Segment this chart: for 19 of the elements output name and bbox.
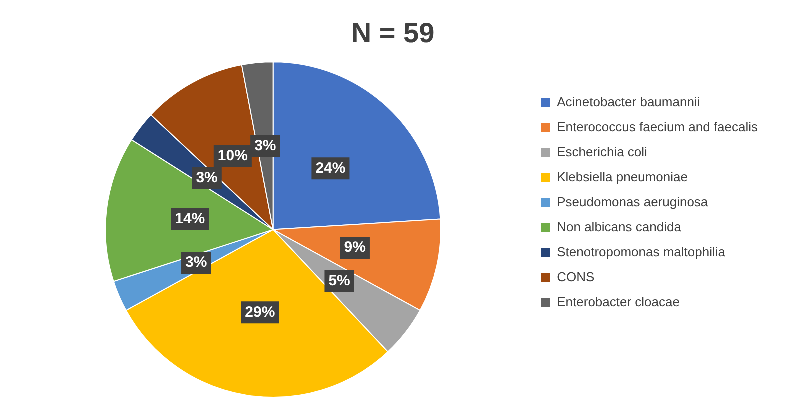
- legend-label: Stenotropomonas maltophilia: [557, 244, 726, 260]
- legend-label: Escherichia coli: [557, 144, 648, 160]
- legend-label: Klebsiella pneumoniae: [557, 170, 688, 185]
- legend-label: CONS: [557, 270, 596, 285]
- chart-title: N = 59: [351, 18, 435, 49]
- legend-label: Pseudomonas aeruginosa: [557, 194, 709, 210]
- legend-label: Enterococcus faecium and faecalis: [557, 120, 758, 135]
- data-label: 14%: [175, 210, 206, 228]
- legend-label: Non albicans candida: [557, 220, 682, 235]
- legend-label: Acinetobacter baumannii: [557, 94, 700, 110]
- data-label: 3%: [254, 137, 276, 154]
- data-label: 3%: [186, 254, 208, 272]
- data-label: 24%: [316, 160, 346, 177]
- data-label: 3%: [196, 170, 218, 187]
- data-label: 29%: [245, 304, 276, 321]
- legend-label: Enterobacter cloacae: [557, 294, 680, 310]
- data-label: 9%: [344, 239, 366, 256]
- data-label: 5%: [328, 272, 350, 290]
- data-label: 10%: [218, 147, 248, 164]
